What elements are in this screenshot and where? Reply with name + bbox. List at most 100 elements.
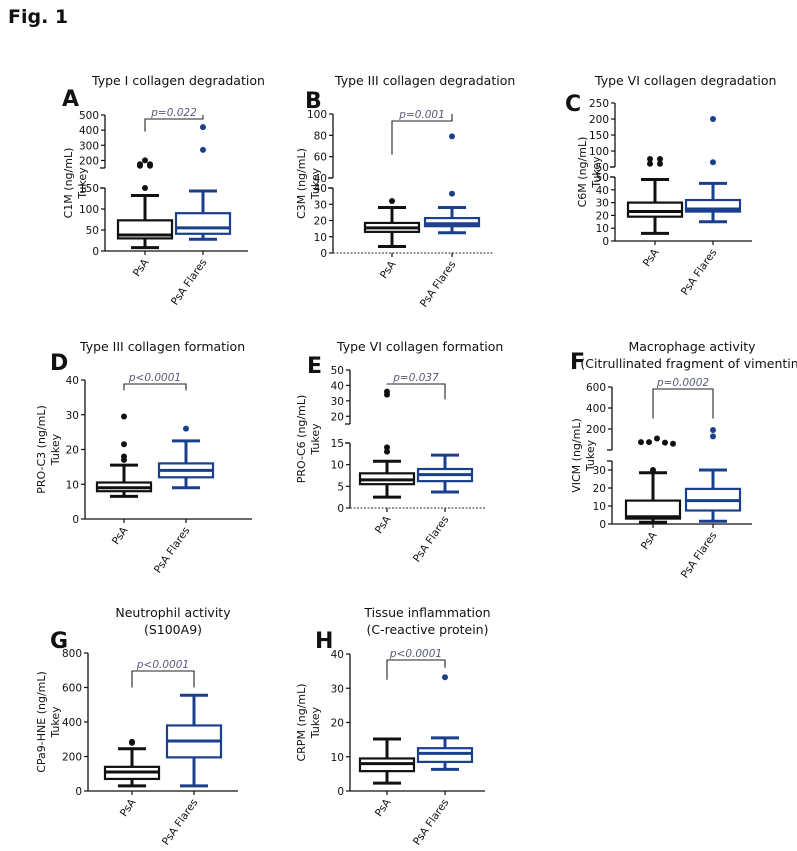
panel-a: A Type I collagen degradation 0 50 100 150 200… bbox=[62, 73, 265, 308]
bracket-line bbox=[391, 114, 453, 155]
box-series-psa bbox=[358, 737, 416, 785]
y-axis-label: PRO-C6 (ng/mL) bbox=[295, 395, 308, 483]
p-value-label: p=0.001 bbox=[398, 109, 445, 121]
box-series-psa-flares bbox=[684, 116, 742, 224]
panel-title: Macrophage activity bbox=[628, 339, 756, 354]
panel-f: F Macrophage activity (Citrullinated fragm… bbox=[570, 339, 797, 581]
panel-letter: D bbox=[50, 351, 68, 376]
box-series-psa bbox=[626, 156, 684, 235]
outlier-point bbox=[384, 388, 390, 395]
outlier-point bbox=[142, 157, 148, 164]
y-tick-label: 30 bbox=[593, 465, 606, 477]
outlier-point bbox=[137, 161, 143, 168]
panel-d: D Type III collagen formation 0 10 20 30 40 PRO… bbox=[35, 339, 252, 576]
y-tick-label: 40 bbox=[314, 173, 327, 185]
y-tick-label: 40 bbox=[331, 649, 344, 661]
panel-g: G Neutrophil activity (S100A9) 0 200 400 600 80… bbox=[35, 605, 238, 848]
y-axis-label: PRO-C3 (ng/mL) bbox=[35, 405, 48, 493]
y-tick-label: 10 bbox=[331, 752, 344, 764]
y-tick-label: 0 bbox=[599, 519, 606, 531]
y-tick-label: 100 bbox=[589, 146, 609, 158]
y-tick-label: 400 bbox=[586, 403, 606, 415]
outlier-point bbox=[647, 156, 653, 162]
y-axis-label: CPa9-HNE (ng/mL) bbox=[35, 671, 48, 773]
x-tick-label: PsA Flares bbox=[679, 247, 720, 298]
panel-letter: C bbox=[565, 92, 581, 117]
outlier-point bbox=[710, 116, 716, 122]
y-tick-label: 50 bbox=[596, 172, 609, 184]
panel-letter: F bbox=[570, 350, 585, 375]
y-tick-label: 500 bbox=[79, 110, 99, 122]
y-tick-label: 600 bbox=[62, 683, 82, 695]
y-tick-label: 0 bbox=[72, 514, 79, 526]
panel-title: Neutrophil activity bbox=[115, 605, 231, 620]
y-axis-label: Tukey bbox=[584, 439, 597, 472]
box-series-psa-flares bbox=[423, 133, 481, 235]
outlier-point bbox=[638, 439, 644, 446]
box-iqr bbox=[684, 198, 742, 213]
figure-title: Fig. 1 bbox=[8, 6, 69, 28]
y-tick-label: 60 bbox=[314, 152, 327, 164]
panel-title: Tissue inflammation bbox=[363, 605, 490, 620]
p-value-label: p<0.0001 bbox=[136, 659, 189, 671]
box-iqr bbox=[416, 747, 474, 763]
outlier-point bbox=[121, 453, 127, 460]
y-tick-label: 400 bbox=[62, 717, 82, 729]
panel-title: Type I collagen degradation bbox=[91, 73, 265, 88]
y-tick-label: 10 bbox=[331, 460, 344, 472]
outlier-point bbox=[200, 124, 206, 131]
y-tick-label: 40 bbox=[331, 380, 344, 392]
outlier-point bbox=[121, 441, 127, 448]
significance-bracket: p<0.0001 bbox=[123, 372, 187, 391]
panel-letter: G bbox=[50, 629, 68, 654]
outlier-point bbox=[183, 425, 189, 432]
y-axis-label: Tukey bbox=[309, 706, 322, 739]
y-axis-label: CRPM (ng/mL) bbox=[295, 683, 308, 761]
outlier-point bbox=[449, 133, 455, 140]
y-tick-label: 15 bbox=[331, 438, 344, 450]
y-tick-label: 0 bbox=[602, 236, 609, 248]
y-tick-label: 30 bbox=[331, 683, 344, 695]
y-tick-label: 30 bbox=[596, 198, 609, 210]
y-tick-label: 20 bbox=[596, 210, 609, 222]
bracket-line bbox=[131, 670, 195, 688]
panel-title: Type VI collagen degradation bbox=[594, 73, 776, 88]
y-tick-label: 10 bbox=[593, 501, 606, 513]
x-tick-label: PsA bbox=[110, 524, 131, 547]
y-tick-label: 20 bbox=[66, 445, 79, 457]
outlier-point bbox=[121, 413, 127, 420]
y-tick-label: 50 bbox=[331, 365, 344, 377]
y-tick-label: 200 bbox=[62, 752, 82, 764]
outlier-point bbox=[129, 738, 135, 745]
y-axis-label: C1M (ng/mL) bbox=[62, 148, 75, 219]
x-tick-label: PsA Flares bbox=[160, 797, 201, 848]
y-tick-label: 20 bbox=[314, 216, 327, 228]
y-tick-label: 30 bbox=[66, 410, 79, 422]
panel-e: E Type VI collagen formation 0 5 10 15 20 30 40 5… bbox=[295, 339, 503, 565]
box-series-psa-flares bbox=[416, 674, 474, 771]
p-value-label: p<0.0001 bbox=[128, 372, 181, 384]
y-tick-label: 400 bbox=[79, 125, 99, 137]
y-tick-label: 10 bbox=[314, 232, 327, 244]
y-tick-label: 40 bbox=[596, 185, 609, 197]
y-tick-label: 150 bbox=[589, 130, 609, 142]
box-series-psa bbox=[95, 413, 153, 498]
box-series-psa-flares bbox=[174, 124, 232, 241]
x-tick-label: PsA Flares bbox=[152, 525, 193, 576]
panel-b: B Type III collagen degradation 0 10 20 30 404… bbox=[295, 73, 515, 310]
box-iqr bbox=[174, 212, 232, 235]
outlier-point bbox=[384, 448, 390, 455]
panel-letter: A bbox=[62, 87, 79, 112]
y-tick-label: 600 bbox=[586, 382, 606, 394]
outlier-point bbox=[646, 439, 652, 446]
x-tick-label: PsA bbox=[131, 256, 152, 279]
significance-bracket: p<0.0001 bbox=[386, 648, 446, 680]
y-tick-label: 50 bbox=[596, 162, 609, 174]
y-tick-label: 150 bbox=[79, 183, 99, 195]
y-tick-label: 0 bbox=[320, 248, 327, 260]
outlier-point bbox=[147, 161, 153, 168]
p-value-label: p=0.037 bbox=[392, 372, 439, 384]
y-tick-label: 5 bbox=[337, 481, 344, 493]
